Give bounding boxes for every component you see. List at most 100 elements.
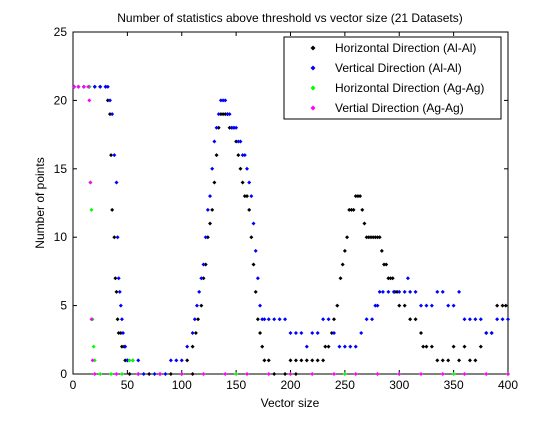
legend-marker-3 xyxy=(310,105,316,111)
data-point xyxy=(440,358,445,363)
data-point xyxy=(478,317,483,322)
data-point xyxy=(225,112,230,117)
data-point xyxy=(147,372,152,376)
data-point xyxy=(136,358,141,363)
data-point xyxy=(240,180,245,185)
data-point xyxy=(462,317,467,322)
data-point xyxy=(359,330,364,335)
data-point xyxy=(310,330,315,335)
x-tick-label: 100 xyxy=(172,378,192,392)
data-point xyxy=(231,125,236,130)
data-point xyxy=(115,235,120,240)
data-point xyxy=(212,139,217,144)
data-point xyxy=(234,139,239,144)
data-point xyxy=(223,372,228,376)
data-point xyxy=(223,98,228,103)
data-point xyxy=(266,372,271,376)
data-point xyxy=(168,358,173,363)
data-point xyxy=(421,344,426,349)
data-point xyxy=(216,112,221,117)
data-point xyxy=(362,221,367,226)
y-tick-label: 0 xyxy=(60,367,67,381)
data-point xyxy=(299,330,304,335)
data-point xyxy=(91,344,96,349)
data-point xyxy=(87,98,92,103)
data-point xyxy=(141,372,146,376)
data-point xyxy=(332,372,336,376)
data-point xyxy=(408,289,413,294)
data-point xyxy=(114,289,119,294)
data-point xyxy=(364,317,369,322)
data-point xyxy=(203,262,208,267)
data-point xyxy=(326,317,331,322)
data-point xyxy=(355,194,360,199)
data-point xyxy=(255,276,260,281)
data-point xyxy=(397,372,402,376)
data-point xyxy=(86,84,91,89)
data-point xyxy=(227,125,232,130)
data-point xyxy=(119,317,124,322)
data-point xyxy=(260,344,265,349)
data-point xyxy=(506,372,510,376)
data-point xyxy=(380,289,385,294)
y-axis-label: Number of points xyxy=(33,157,47,248)
data-point xyxy=(478,344,483,349)
data-point xyxy=(205,235,210,240)
data-point xyxy=(299,358,304,363)
data-point xyxy=(192,317,197,322)
data-point xyxy=(107,98,112,103)
data-point xyxy=(337,344,342,349)
data-point xyxy=(193,330,198,335)
data-point xyxy=(214,153,219,158)
data-point xyxy=(227,112,232,117)
data-point xyxy=(125,358,130,363)
data-point xyxy=(377,289,382,294)
y-tick-label: 10 xyxy=(54,230,68,244)
data-point xyxy=(451,303,456,308)
data-point xyxy=(266,317,271,322)
data-point xyxy=(251,262,256,267)
data-point xyxy=(377,235,382,240)
data-point xyxy=(371,235,376,240)
data-point xyxy=(114,180,119,185)
data-point xyxy=(127,358,132,363)
data-point xyxy=(326,344,331,349)
data-point xyxy=(419,372,423,376)
data-point xyxy=(332,317,336,322)
data-point xyxy=(288,330,293,335)
data-point xyxy=(375,303,380,308)
data-point xyxy=(272,317,277,322)
data-point xyxy=(258,303,263,308)
data-point xyxy=(163,372,168,376)
data-point xyxy=(190,344,195,349)
legend-marker-0 xyxy=(310,45,316,51)
data-point xyxy=(419,303,423,308)
data-point xyxy=(236,153,241,158)
data-point xyxy=(208,194,213,199)
data-point xyxy=(321,358,326,363)
series-1 xyxy=(72,84,510,376)
data-point xyxy=(500,303,505,308)
data-point xyxy=(247,207,252,212)
data-point xyxy=(342,344,347,349)
data-point xyxy=(293,358,298,363)
data-point xyxy=(229,125,234,130)
data-point xyxy=(283,317,288,322)
data-point xyxy=(379,248,384,253)
data-point xyxy=(185,344,190,349)
data-point xyxy=(208,221,213,226)
data-point xyxy=(473,317,478,322)
data-point xyxy=(253,289,258,294)
axis-ticks: 0 50 100 150 200 250 300 350 400 0 5 10 15 20 25 xyxy=(54,25,519,392)
data-point xyxy=(402,303,407,308)
y-tick-label: 5 xyxy=(60,299,67,313)
data-point xyxy=(424,344,429,349)
data-point xyxy=(121,330,126,335)
data-point xyxy=(467,358,472,363)
data-point xyxy=(249,235,254,240)
data-point xyxy=(315,330,320,335)
data-point xyxy=(234,125,239,130)
data-point xyxy=(364,235,369,240)
data-point xyxy=(218,98,223,103)
data-point xyxy=(92,84,97,89)
